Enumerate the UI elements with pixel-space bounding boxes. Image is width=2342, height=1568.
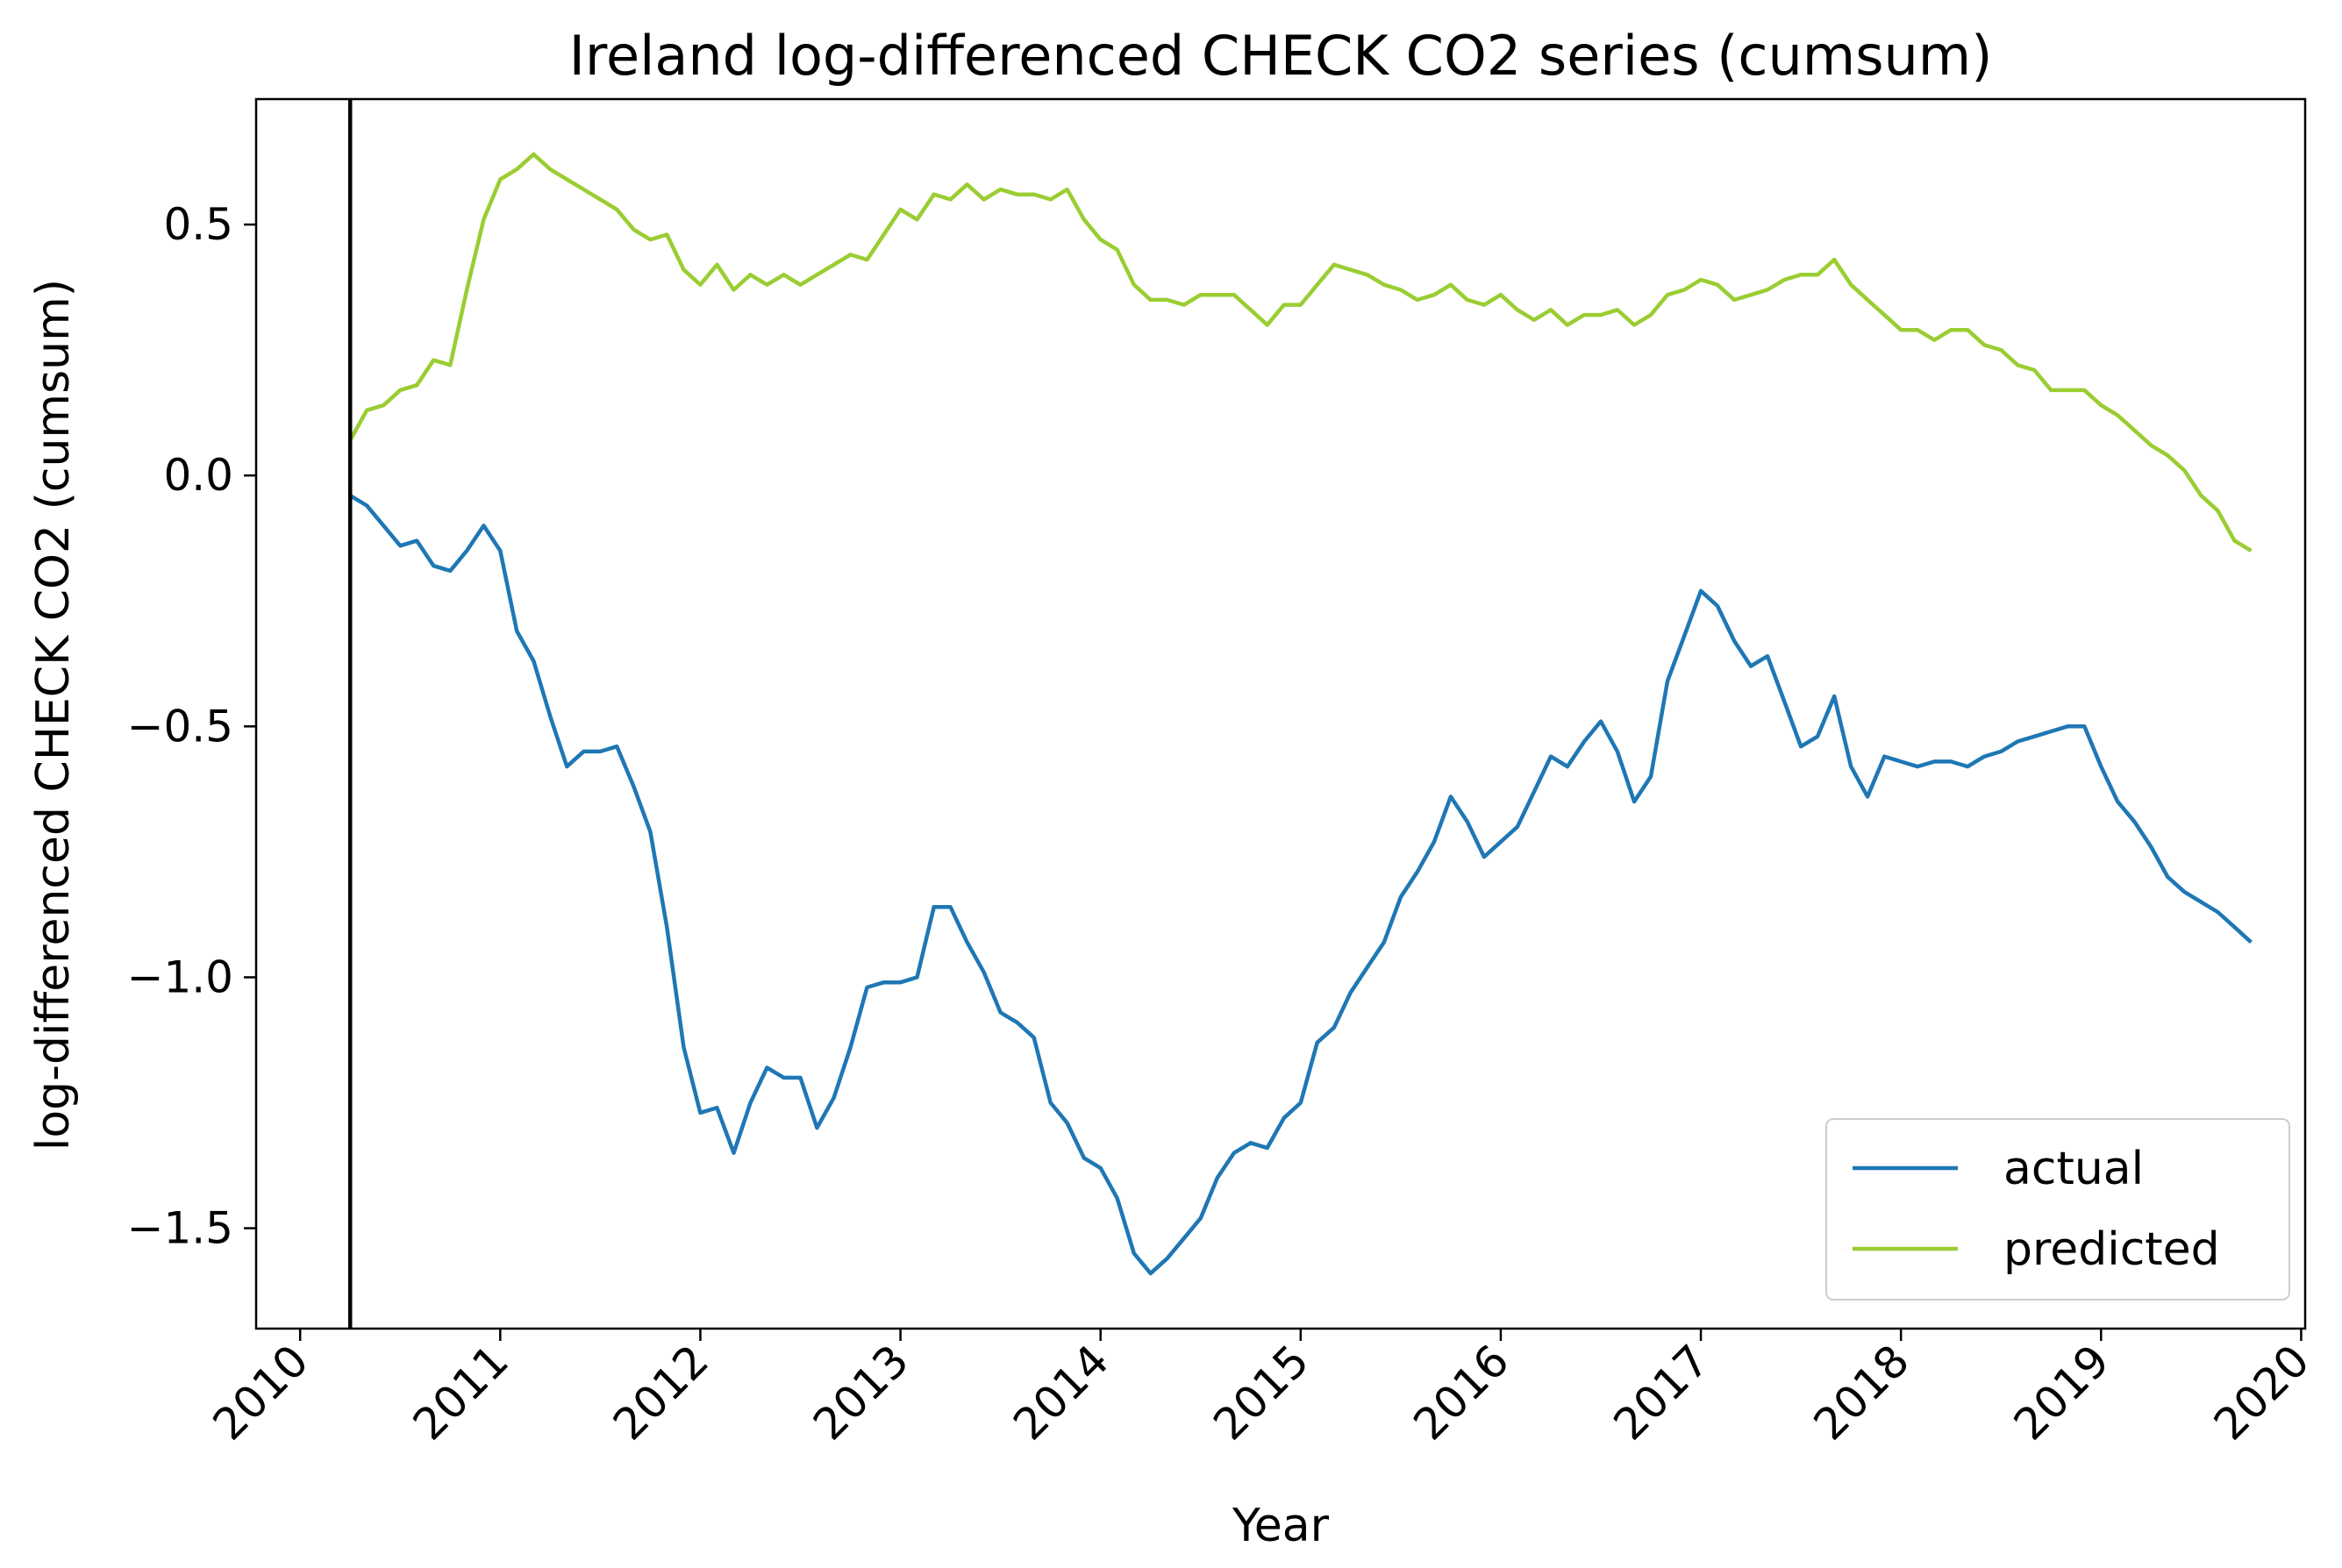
y-axis-ticks: 0.5 0.0 −0.5 −1.0 −1.5 (127, 199, 256, 1254)
legend-label-actual: actual (2003, 1143, 2144, 1195)
series-line-predicted (348, 152, 2253, 552)
legend-label-predicted: predicted (2003, 1223, 2220, 1276)
y-tick-label: −0.5 (127, 701, 233, 752)
series-line-actual (349, 494, 2253, 1276)
y-tick-label: −1.5 (127, 1203, 233, 1254)
y-axis-label: log-differenced CHECK CO2 (cumsum) (27, 279, 80, 1151)
series-group (348, 152, 2253, 1276)
y-tick-label: −1.0 (127, 951, 233, 1002)
chart-title: Ireland log-differenced CHECK CO2 series… (569, 24, 1993, 88)
y-tick-label: 0.5 (163, 199, 233, 250)
x-axis-label: Year (1232, 1500, 1330, 1552)
y-tick-label: 0.0 (163, 450, 233, 501)
plot-frame (254, 97, 2307, 1330)
legend-box (1825, 1118, 2290, 1301)
legend: actual predicted (1825, 1118, 2290, 1301)
